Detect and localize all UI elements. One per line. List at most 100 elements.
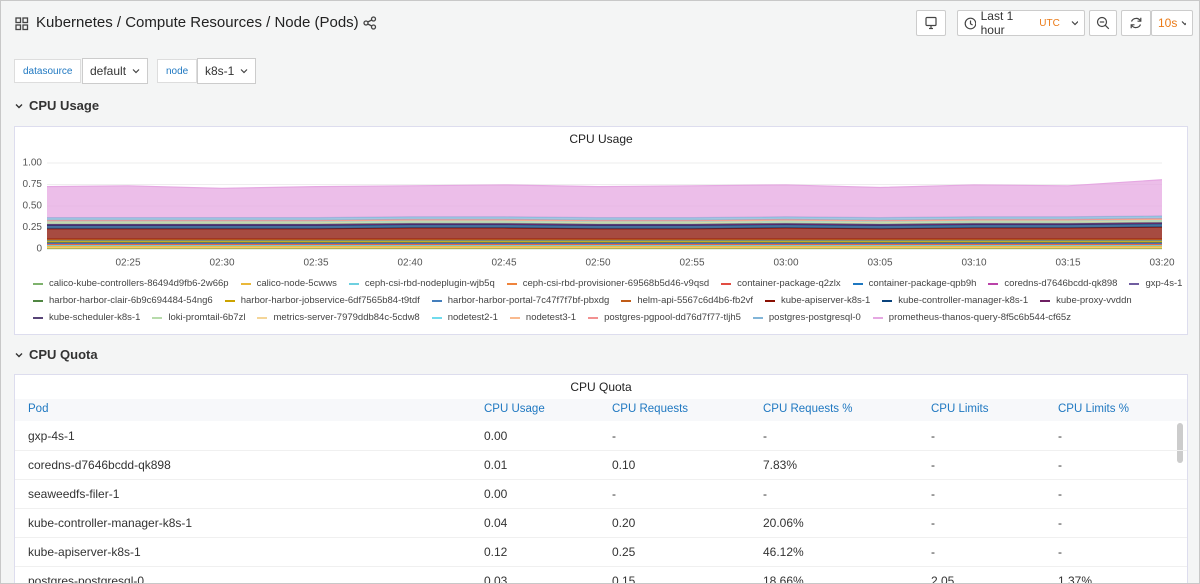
zoom-icon [1096, 16, 1110, 30]
legend-item[interactable]: container-package-qpb9h [852, 275, 976, 292]
legend-label: loki-promtail-6b7zl [168, 312, 246, 323]
legend-label: calico-kube-controllers-86494d9fb6-2w66p [49, 278, 229, 289]
variable-select[interactable]: default [82, 58, 149, 84]
legend-swatch [509, 316, 520, 319]
table-cell: 46.12% [763, 545, 804, 559]
time-picker[interactable]: Last 1 hour UTC [957, 9, 1085, 37]
legend-item[interactable]: calico-kube-controllers-86494d9fb6-2w66p [33, 275, 229, 292]
column-header[interactable]: CPU Usage [484, 403, 545, 415]
column-header[interactable]: CPU Limits % [1058, 403, 1129, 415]
legend-item[interactable]: loki-promtail-6b7zl [152, 309, 245, 326]
legend-item[interactable]: coredns-d7646bcdd-qk898 [988, 275, 1117, 292]
x-tick-label: 02:50 [585, 258, 610, 267]
table-cell: 20.06% [763, 516, 804, 530]
legend-item[interactable]: harbor-harbor-portal-7c47f7f7bf-pbxdg [431, 292, 609, 309]
legend-label: kube-proxy-vvddn [1056, 295, 1132, 306]
table-cell: 0.10 [612, 458, 636, 472]
apps-icon[interactable] [15, 17, 29, 31]
table-cell: 0.00 [484, 429, 508, 443]
legend-label: prometheus-thanos-query-8f5c6b544-cf65z [888, 312, 1071, 323]
legend-label: helm-api-5567c6d4b6-fb2vf [637, 295, 753, 306]
legend-item[interactable]: metrics-server-7979ddb84c-5cdw8 [257, 309, 420, 326]
legend-item[interactable]: ceph-csi-rbd-nodeplugin-wjb5q [348, 275, 495, 292]
legend-label: postgres-postgresql-0 [768, 312, 861, 323]
refresh-interval[interactable]: 10s [1151, 10, 1193, 36]
table-cell: - [931, 545, 935, 559]
variable-label: node [157, 59, 198, 83]
scrollbar[interactable] [1177, 423, 1183, 463]
table-cell: - [1058, 516, 1062, 530]
table-cell: kube-apiserver-k8s-1 [28, 545, 141, 559]
legend-item[interactable]: kube-apiserver-k8s-1 [765, 292, 870, 309]
legend-swatch [621, 299, 632, 302]
variable-select[interactable]: k8s-1 [197, 58, 257, 84]
x-tick-label: 03:05 [867, 258, 892, 267]
panel-title: CPU Usage [569, 132, 633, 146]
table-cell: seaweedfs-filer-1 [28, 487, 120, 501]
legend-item[interactable]: harbor-harbor-clair-6b9c694484-54ng6 [33, 292, 213, 309]
x-tick-label: 03:10 [961, 258, 986, 267]
legend-item[interactable]: kube-controller-manager-k8s-1 [882, 292, 1028, 309]
variable-label: datasource [14, 59, 82, 83]
column-header[interactable]: CPU Limits [931, 403, 989, 415]
share-icon[interactable] [363, 16, 377, 30]
legend-item[interactable]: kube-proxy-vvddn [1040, 292, 1132, 309]
legend-label: kube-scheduler-k8s-1 [49, 312, 141, 323]
row-header[interactable]: CPU Usage [15, 98, 99, 113]
legend-item[interactable]: prometheus-thanos-query-8f5c6b544-cf65z [872, 309, 1071, 326]
legend-item[interactable]: postgres-postgresql-0 [752, 309, 861, 326]
chart: 0 0.25 0.50 0.75 1.00 02:25 02:30 02:35 02:40 02:… [23, 158, 1175, 267]
legend-item[interactable]: kube-scheduler-k8s-1 [33, 309, 140, 326]
x-tick-label: 03:15 [1055, 258, 1080, 267]
legend-swatch [33, 299, 43, 302]
table-cell: kube-controller-manager-k8s-1 [28, 516, 193, 530]
legend-item[interactable]: nodetest3-1 [509, 309, 576, 326]
variable-value: k8s-1 [205, 64, 235, 78]
dashboard-title[interactable]: Kubernetes / Compute Resources / Node (P… [36, 14, 359, 31]
row-title: CPU Usage [29, 98, 100, 113]
legend-label: nodetest2-1 [447, 312, 498, 323]
legend-item[interactable]: postgres-pgpool-dd76d7f77-tljh5 [588, 309, 741, 326]
legend-label: postgres-pgpool-dd76d7f77-tljh5 [604, 312, 741, 323]
legend-swatch [852, 282, 863, 285]
legend-label: coredns-d7646bcdd-qk898 [1004, 278, 1118, 289]
column-header[interactable]: Pod [28, 403, 49, 415]
line [46, 179, 1163, 189]
legend-item[interactable]: ceph-csi-rbd-provisioner-69568b5d46-v9qs… [506, 275, 709, 292]
y-tick-label: 0.50 [23, 201, 43, 212]
legend-item[interactable]: nodetest2-1 [431, 309, 498, 326]
table-cell: - [931, 487, 935, 501]
row-header[interactable]: CPU Quota [15, 347, 98, 362]
legend-swatch [431, 299, 442, 302]
refresh-button[interactable] [1121, 10, 1151, 36]
legend-item[interactable]: gxp-4s-1 [1129, 275, 1182, 292]
area [47, 179, 1162, 218]
row-title: CPU Quota [29, 347, 98, 362]
time-range: Last 1 hour [980, 9, 1014, 37]
legend-label: harbor-harbor-clair-6b9c694484-54ng6 [49, 295, 213, 306]
legend-label: calico-node-5cwws [256, 278, 337, 289]
timezone: UTC [1039, 17, 1060, 29]
y-tick-label: 0 [36, 244, 42, 255]
chevron [132, 69, 140, 74]
legend-item[interactable]: helm-api-5567c6d4b6-fb2vf [621, 292, 753, 309]
chevron [15, 103, 23, 108]
table-cell: 18.66% [763, 574, 804, 584]
legend-swatch [1129, 282, 1140, 285]
zoom-out-button[interactable] [1089, 10, 1117, 36]
chevron [1071, 21, 1079, 26]
legend-label: kube-controller-manager-k8s-1 [898, 295, 1029, 306]
table-cell: - [931, 458, 935, 472]
legend-item[interactable]: harbor-harbor-jobservice-6df7565b84-t9td… [224, 292, 420, 309]
column-header[interactable]: CPU Requests [612, 403, 689, 415]
tv-mode-button[interactable] [916, 10, 946, 36]
x-tick-label: 02:45 [491, 258, 516, 267]
legend-swatch [882, 299, 893, 302]
legend-label: metrics-server-7979ddb84c-5cdw8 [273, 312, 420, 323]
table-cell: coredns-d7646bcdd-qk898 [28, 458, 171, 472]
column-header[interactable]: CPU Requests % [763, 403, 853, 415]
table-cell: 0.25 [612, 545, 636, 559]
table-cell: - [1058, 545, 1062, 559]
legend-item[interactable]: calico-node-5cwws [240, 275, 337, 292]
legend-item[interactable]: container-package-q2zlx [721, 275, 841, 292]
